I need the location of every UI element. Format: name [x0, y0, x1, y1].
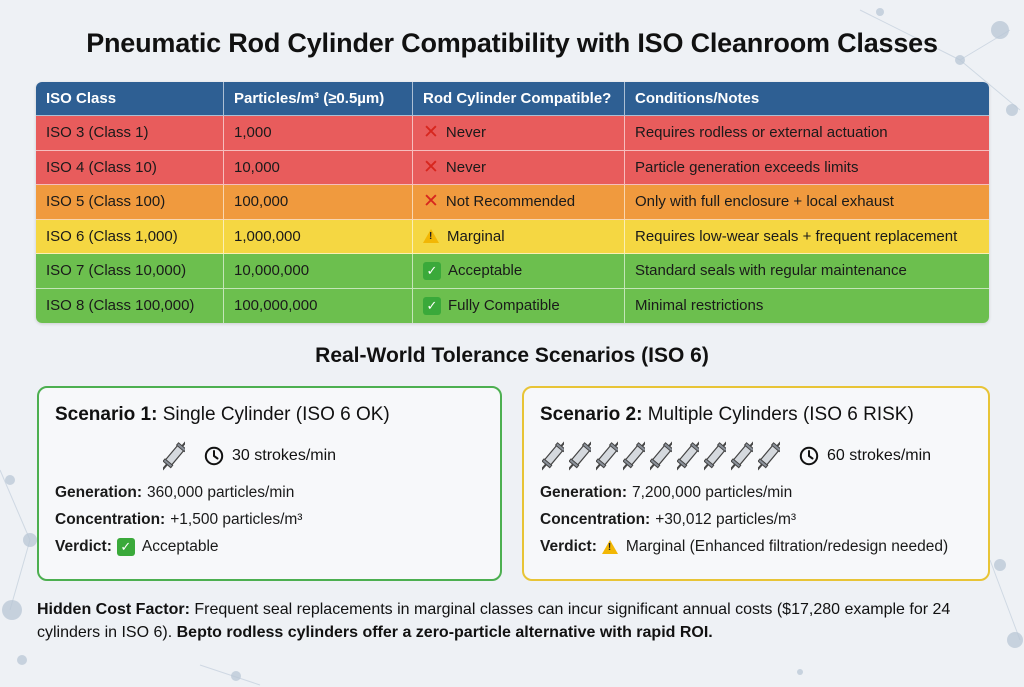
- scenarios-title: Real-World Tolerance Scenarios (ISO 6): [315, 344, 709, 367]
- clock-icon: [204, 446, 224, 466]
- scenario-2-generation: Generation: 7,200,000 particles/min: [540, 484, 972, 502]
- compatible-cell: ✓ Acceptable: [413, 254, 625, 288]
- header-notes: Conditions/Notes: [635, 90, 760, 107]
- concentration-label: Concentration:: [55, 511, 166, 528]
- notes-cell: Particle generation exceeds limits: [635, 158, 859, 176]
- scenario-2-strokes: 60 strokes/min: [827, 447, 932, 464]
- compatible-text: Acceptable: [448, 262, 523, 280]
- verdict-value: Acceptable: [141, 538, 219, 555]
- notes-cell: Standard seals with regular maintenance: [635, 262, 907, 280]
- scenario-1-card: Scenario 1: Single Cylinder (ISO 6 OK) 3…: [37, 386, 502, 581]
- compatible-cell: ✕ Not Recommended: [413, 185, 625, 219]
- clock-icon: [799, 446, 819, 466]
- particles-cell: 1,000: [224, 116, 413, 150]
- scenario-1-label: Scenario 1:: [55, 404, 158, 425]
- compatible-text: Never: [445, 124, 486, 142]
- notes-cell: Requires rodless or external actuation: [635, 124, 888, 142]
- cylinder-icon: [650, 440, 672, 471]
- particles-cell: 10,000: [224, 150, 413, 184]
- particles-cell: 100,000: [224, 185, 413, 219]
- scenario-2-label: Scenario 2:: [540, 404, 643, 425]
- check-icon: ✓: [423, 261, 441, 280]
- warning-icon: [601, 540, 618, 554]
- table-row: ISO 5 (Class 100) 100,000 ✕ Not Recommended…: [36, 185, 989, 220]
- compatible-cell: ✕ Never: [413, 150, 625, 184]
- table-row: ISO 4 (Class 10) 10,000 ✕ Never Particle gen…: [36, 150, 989, 185]
- x-icon: ✕: [423, 191, 439, 213]
- scenario-2-card: Scenario 2: Multiple Cylinders (ISO 6 RI…: [522, 386, 990, 581]
- x-icon: ✕: [423, 122, 439, 144]
- footer-text: Frequent seal replacements in marginal c…: [37, 601, 951, 641]
- verdict-label: Verdict:: [55, 538, 112, 555]
- warning-icon: [423, 229, 439, 244]
- table-body: ISO 3 (Class 1) 1,000 ✕ Never Requires rodle…: [36, 116, 989, 323]
- iso-class-cell: ISO 3 (Class 1): [36, 116, 224, 150]
- cylinder-icon: [677, 440, 699, 471]
- compatibility-table: ISO Class Particles/m³ (≥0.5µm) Rod Cyli…: [36, 82, 989, 323]
- verdict-label: Verdict:: [540, 538, 597, 555]
- particles-cell: 1,000,000: [224, 219, 413, 253]
- cylinder-icon: [623, 440, 645, 471]
- table-row: ISO 7 (Class 10,000) 10,000,000 ✓ Acceptabl…: [36, 254, 989, 289]
- compatible-cell: Marginal: [413, 219, 625, 253]
- notes-cell: Minimal restrictions: [635, 297, 764, 315]
- compatible-cell: ✓ Fully Compatible: [413, 288, 625, 323]
- generation-value: 7,200,000 particles/min: [631, 484, 793, 501]
- verdict-value: Marginal (Enhanced filtration/redesign n…: [625, 538, 949, 555]
- cylinder-icon: [704, 440, 726, 471]
- iso-class-cell: ISO 8 (Class 100,000): [36, 288, 224, 323]
- generation-value: 360,000 particles/min: [146, 484, 295, 501]
- table-row: ISO 6 (Class 1,000)1,000,000 Marginal Requ…: [36, 219, 989, 254]
- page-title: Pneumatic Rod Cylinder Compatibility wit…: [86, 28, 938, 58]
- scenario-1-concentration: Concentration: +1,500 particles/m³: [55, 511, 484, 529]
- generation-label: Generation:: [540, 484, 627, 501]
- cylinder-icon: [542, 440, 564, 471]
- footer-label: Hidden Cost Factor:: [37, 601, 190, 618]
- iso-class-cell: ISO 4 (Class 10): [36, 150, 224, 184]
- scenario-1-name: Single Cylinder (ISO 6 OK): [162, 404, 390, 425]
- cylinder-icon: [758, 440, 780, 471]
- check-icon: ✓: [116, 538, 135, 556]
- compatible-text: Never: [445, 158, 486, 176]
- scenario-2-icon-row: 60 strokes/min: [540, 436, 972, 476]
- footer-emphasis: Bepto rodless cylinders offer a zero-par…: [176, 624, 713, 641]
- scenario-1-generation: Generation: 360,000 particles/min: [55, 484, 484, 502]
- header-compatible: Rod Cylinder Compatible?: [413, 82, 625, 115]
- cylinder-icon: [731, 440, 753, 471]
- x-icon: ✕: [423, 156, 439, 178]
- table-row: ISO 3 (Class 1) 1,000 ✕ Never Requires rodle…: [36, 116, 989, 151]
- cylinder-icon: [163, 440, 185, 471]
- particles-cell: 10,000,000: [224, 254, 413, 288]
- header-iso-class: ISO Class: [36, 82, 224, 115]
- compatible-cell: ✕ Never: [413, 116, 625, 150]
- cylinder-icon: [596, 440, 618, 471]
- table-header-row: ISO Class Particles/m³ (≥0.5µm) Rod Cyli…: [36, 82, 989, 116]
- scenario-2-title: Scenario 2: Multiple Cylinders (ISO 6 RI…: [540, 404, 972, 426]
- generation-label: Generation:: [55, 484, 142, 501]
- notes-cell: Requires low-wear seals + frequent repla…: [635, 227, 958, 245]
- concentration-value: +30,012 particles/m³: [655, 511, 797, 528]
- header-particles: Particles/m³ (≥0.5µm): [224, 82, 413, 115]
- concentration-label: Concentration:: [540, 511, 651, 528]
- check-icon: ✓: [423, 296, 441, 315]
- scenario-2-verdict: Verdict: Marginal (Enhanced filtration/r…: [540, 538, 972, 556]
- particles-cell: 100,000,000: [224, 288, 413, 323]
- hidden-cost-footer: Hidden Cost Factor: Frequent seal replac…: [37, 598, 997, 644]
- compatible-text: Fully Compatible: [448, 297, 560, 315]
- scenario-1-icon-row: 30 strokes/min: [55, 436, 484, 476]
- iso-class-cell: ISO 6 (Class 1,000): [36, 219, 224, 253]
- compatible-text: Not Recommended: [445, 193, 576, 211]
- compatible-text: Marginal: [447, 227, 505, 245]
- notes-cell: Only with full enclosure + local exhaust: [635, 193, 894, 211]
- scenario-1-title: Scenario 1: Single Cylinder (ISO 6 OK): [55, 404, 484, 426]
- table-row: ISO 8 (Class 100,000) 100,000,000 ✓ Fully C…: [36, 288, 989, 323]
- scenario-1-verdict: Verdict: ✓ Acceptable: [55, 538, 484, 556]
- iso-class-cell: ISO 7 (Class 10,000): [36, 254, 224, 288]
- scenario-2-name: Multiple Cylinders (ISO 6 RISK): [647, 404, 914, 425]
- iso-class-cell: ISO 5 (Class 100): [36, 185, 224, 219]
- concentration-value: +1,500 particles/m³: [170, 511, 303, 528]
- scenario-2-concentration: Concentration: +30,012 particles/m³: [540, 511, 972, 529]
- scenario-1-strokes: 30 strokes/min: [232, 447, 337, 464]
- cylinder-icon: [569, 440, 591, 471]
